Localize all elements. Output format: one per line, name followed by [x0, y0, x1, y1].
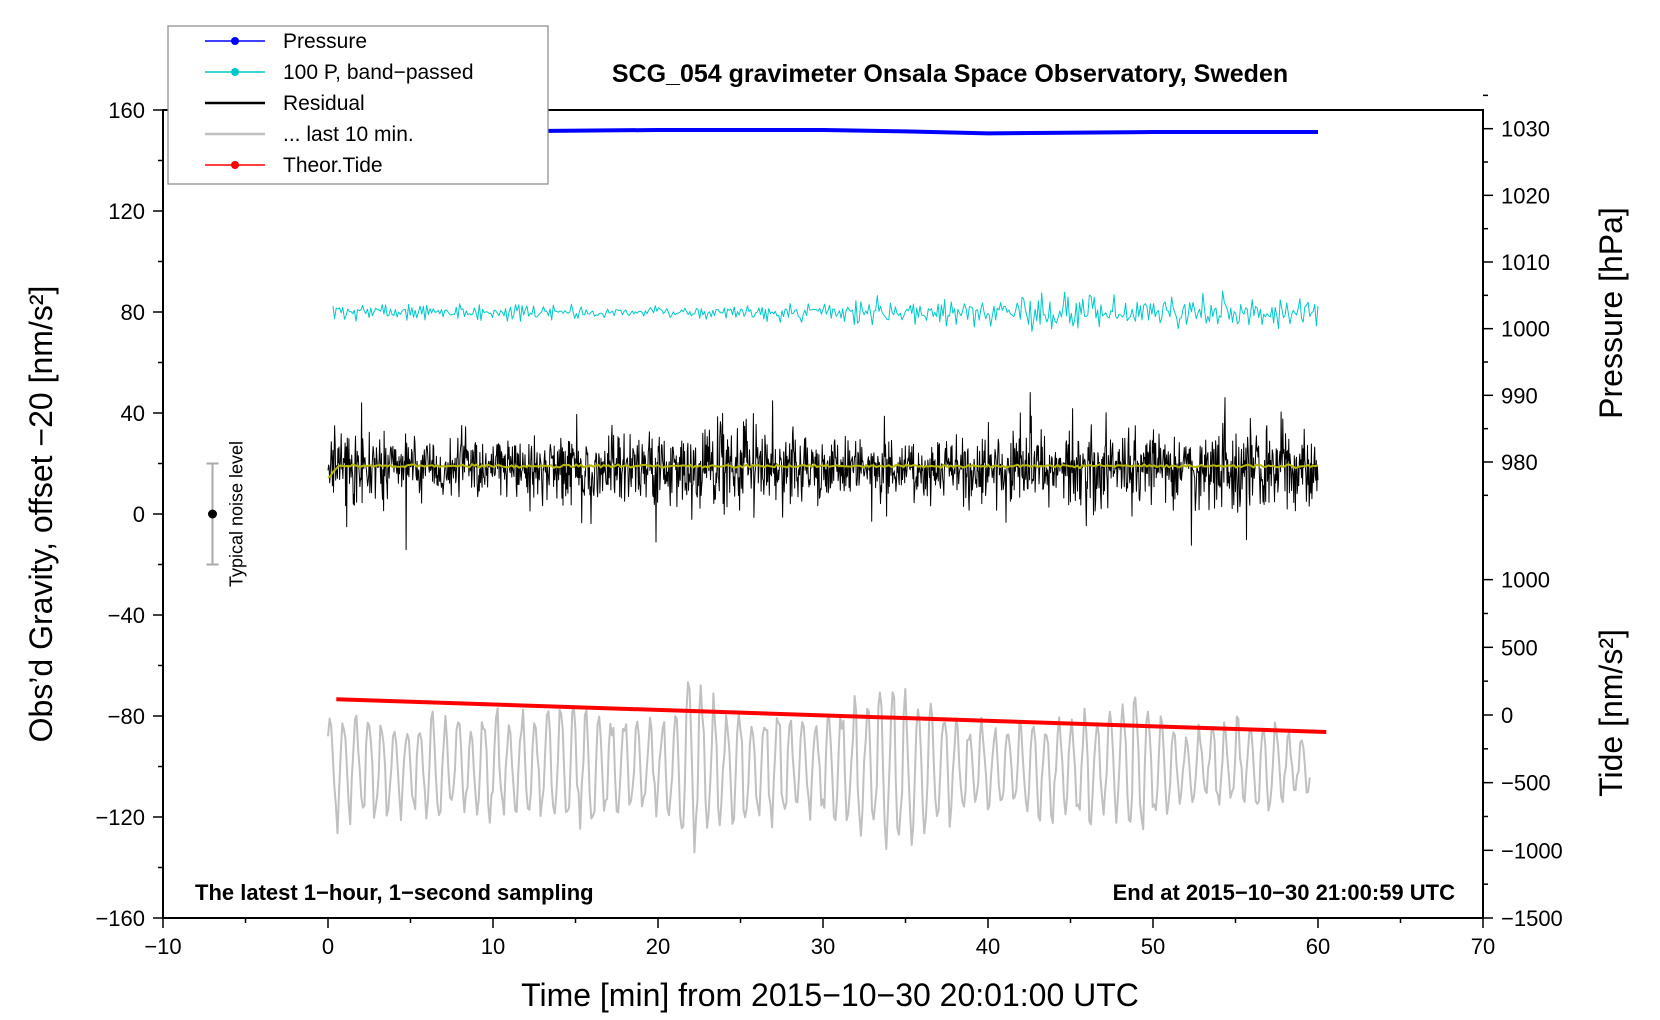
tide-axis-title: Tide [nm/s²]: [1593, 629, 1629, 797]
y-left-tick-label: 160: [108, 98, 145, 123]
tide-tick-label: 0: [1501, 703, 1513, 728]
legend-box: [167, 25, 549, 185]
y-left-axis-title: Obs’d Gravity, offset −20 [nm/s²]: [23, 286, 59, 743]
series-line-residual: [327, 392, 1319, 551]
tide-axis: 1000 500 0 −500 −1000 −1500: [1483, 568, 1563, 931]
tide-tick-label: 500: [1501, 635, 1538, 660]
pressure-tick-label: 980: [1501, 450, 1538, 475]
tide-tick-label: −1500: [1501, 906, 1563, 931]
pressure-axis-title: Pressure [hPa]: [1593, 207, 1629, 419]
legend: Pressure 100 P, band−passed Residual ... la…: [167, 25, 549, 185]
x-tick-label: 20: [646, 934, 670, 959]
x-axis-title: Time [min] from 2015−10−30 20:01:00 UTC: [521, 977, 1139, 1013]
x-tick-label: 50: [1141, 934, 1165, 959]
x-tick-label: 10: [481, 934, 505, 959]
pressure-axis: 1030 1020 1010 1000 990 980: [1483, 94, 1550, 497]
x-tick-label: 0: [322, 934, 334, 959]
x-tick-label: 30: [811, 934, 835, 959]
end-time-note: End at 2015−10−30 21:00:59 UTC: [1113, 880, 1456, 905]
legend-marker-pressure: [231, 37, 239, 45]
tide-tick-label: −500: [1501, 771, 1551, 796]
series-layer: [327, 128, 1327, 854]
series-line-theor-tide: [336, 697, 1327, 734]
sampling-note: The latest 1−hour, 1−second sampling: [195, 880, 594, 905]
y-left-tick-label: −120: [95, 805, 145, 830]
pressure-tick-label: 990: [1501, 383, 1538, 408]
y-left-tick-label: −40: [108, 603, 145, 628]
series-line-last-10-min: [327, 681, 1311, 854]
noise-level-label: Typical noise level: [227, 441, 247, 587]
pressure-tick-label: 1030: [1501, 117, 1550, 142]
pressure-tick-label: 1010: [1501, 250, 1550, 275]
series-line-100-p-band-passed: [332, 290, 1319, 332]
legend-label-last-10-min: ... last 10 min.: [283, 123, 414, 146]
pressure-tick-label: 1020: [1501, 183, 1550, 208]
legend-marker-theor-tide: [231, 161, 239, 169]
chart-title: SCG_054 gravimeter Onsala Space Observat…: [612, 60, 1288, 88]
y-left-tick-label: −160: [95, 906, 145, 931]
x-tick-label: −10: [144, 934, 181, 959]
y-left-tick-label: 120: [108, 199, 145, 224]
noise-bar-center: [208, 509, 217, 519]
legend-label-residual: Residual: [283, 92, 365, 115]
legend-label-theor-tide: Theor.Tide: [283, 154, 383, 177]
y-left-tick-label: 0: [133, 502, 145, 527]
y-left-tick-label: −80: [108, 704, 145, 729]
pressure-tick-label: 1000: [1501, 317, 1550, 342]
tide-tick-label: −1000: [1501, 838, 1563, 863]
legend-marker-100-p-band-passed: [231, 68, 239, 76]
x-tick-label: 70: [1471, 934, 1495, 959]
legend-label-pressure: Pressure: [283, 30, 367, 53]
y-left-tick-label: 40: [121, 401, 145, 426]
legend-label-100-p-band-passed: 100 P, band−passed: [283, 61, 474, 84]
noise-level-indicator: Typical noise level: [206, 441, 247, 587]
x-axis: −10 0 10 20 30 40 50 60 70: [144, 918, 1495, 959]
x-tick-label: 60: [1306, 934, 1330, 959]
y-left-axis: 160 120 80 40 0 −40 −80 −120 −160: [95, 98, 163, 931]
x-tick-label: 40: [976, 934, 1000, 959]
y-left-tick-label: 80: [121, 300, 145, 325]
tide-tick-label: 1000: [1501, 568, 1550, 593]
series-line-residual-smoothed: [327, 463, 1319, 479]
